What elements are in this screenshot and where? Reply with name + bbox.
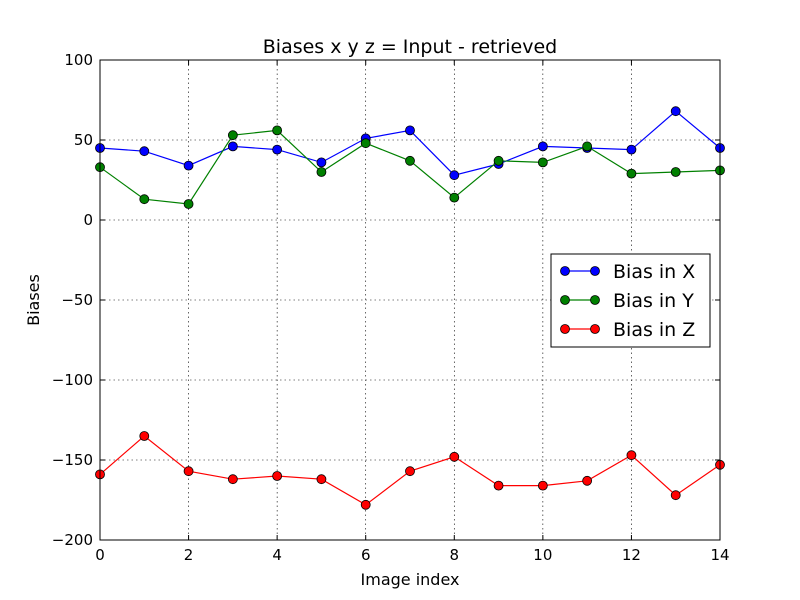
data-point: [227, 141, 238, 152]
data-point: [227, 130, 238, 141]
data-point: [139, 146, 150, 157]
series-3: [95, 431, 725, 510]
data-point: [316, 167, 327, 177]
data-point: [537, 480, 548, 491]
data-point: [183, 199, 194, 209]
x-tick-label: 0: [95, 546, 105, 564]
chart-title: Biases x y z = Input - retrieved: [263, 36, 557, 58]
data-point: [449, 192, 460, 203]
data-point: [670, 106, 681, 117]
data-point: [626, 450, 637, 461]
y-tick-label: 100: [64, 51, 93, 69]
y-tick-label: −200: [52, 531, 93, 549]
legend-marker: [590, 266, 600, 276]
y-axis-label: Biases: [24, 274, 43, 326]
data-point: [272, 144, 283, 155]
data-point: [360, 499, 371, 510]
data-point: [449, 170, 460, 181]
data-point: [316, 474, 327, 485]
series-1: [95, 106, 725, 181]
legend-marker: [590, 295, 600, 305]
data-point: [493, 480, 504, 491]
data-point: [670, 167, 681, 177]
x-tick-label: 10: [533, 546, 552, 564]
legend-label: Bias in X: [613, 261, 695, 283]
legend-marker: [560, 295, 570, 305]
data-point: [493, 155, 504, 166]
x-tick-label: 2: [184, 546, 194, 564]
legend-marker: [590, 324, 600, 334]
data-point: [227, 474, 238, 485]
legend-item: Bias in Z: [560, 319, 695, 341]
data-point: [626, 168, 637, 179]
data-point: [183, 466, 194, 477]
ticks: 0 2 4 6 8 10 12 14 −200 −150 −100 −50 0 50 100: [52, 51, 730, 564]
legend-marker: [560, 266, 570, 276]
data-point: [139, 431, 150, 441]
legend-item: Bias in Y: [560, 290, 694, 312]
data-point: [582, 141, 593, 152]
data-point: [537, 157, 548, 168]
data-point: [626, 144, 637, 155]
legend-label: Bias in Z: [613, 319, 695, 341]
x-tick-label: 8: [450, 546, 460, 564]
data-point: [272, 125, 283, 136]
data-point: [449, 451, 460, 462]
legend-item: Bias in X: [560, 261, 695, 283]
x-tick-label: 6: [361, 546, 371, 564]
data-point: [272, 471, 283, 481]
x-tick-label: 12: [622, 546, 641, 564]
data-point: [670, 490, 681, 501]
data-point: [405, 155, 415, 166]
data-point: [537, 141, 548, 152]
y-tick-label: −150: [52, 451, 93, 469]
data-point: [582, 475, 593, 486]
y-tick-label: −100: [52, 371, 93, 389]
y-tick-label: 50: [74, 131, 93, 149]
y-tick-label: −50: [61, 291, 93, 309]
data-point: [316, 157, 327, 168]
x-axis-label: Image index: [361, 570, 460, 589]
x-tick-label: 4: [272, 546, 282, 564]
series-2: [95, 125, 725, 209]
x-tick-label: 14: [710, 546, 729, 564]
legend-label: Bias in Y: [613, 290, 694, 312]
data-point: [139, 194, 150, 205]
y-tick-label: 0: [83, 211, 93, 229]
legend-marker: [560, 324, 570, 334]
data-point: [360, 138, 371, 149]
data-point: [405, 466, 415, 477]
data-point: [405, 125, 415, 136]
data-point: [183, 160, 194, 171]
legend: Bias in X Bias in Y Bias in Z: [550, 253, 711, 348]
